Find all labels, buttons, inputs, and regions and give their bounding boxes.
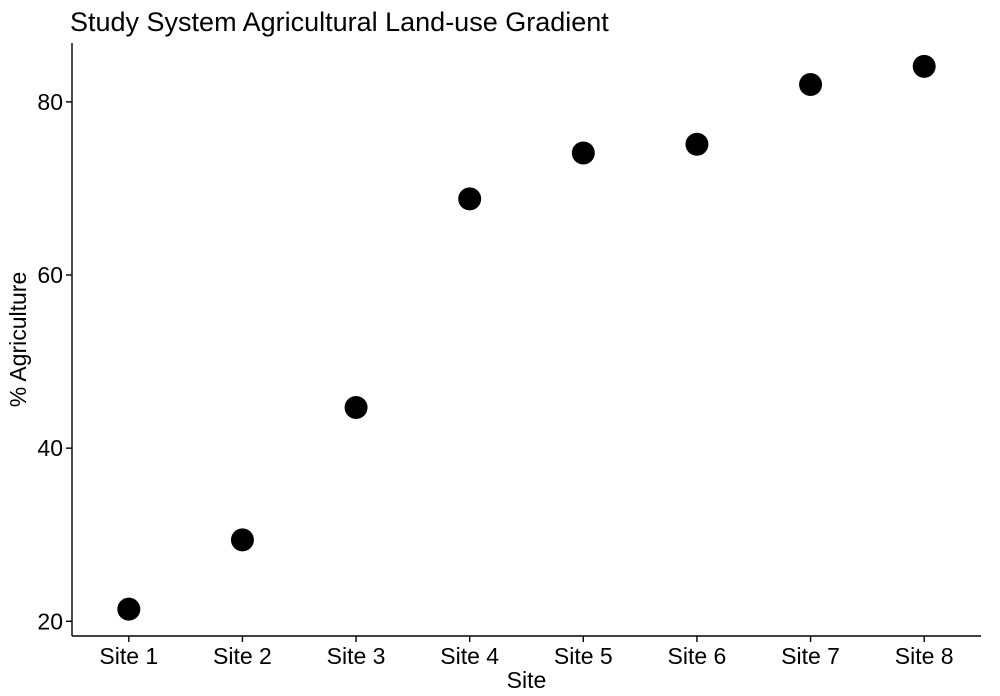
y-axis-title: % Agriculture	[5, 272, 31, 408]
x-axis-ticks: Site 1 Site 2 Site 3 Site 4 Site 5 Site 6 Site…	[99, 636, 954, 669]
data-point	[799, 73, 823, 97]
x-tick-label: Site 1	[99, 643, 158, 669]
data-point	[230, 528, 254, 552]
data-point	[458, 187, 482, 211]
x-tick-label: Site 8	[895, 643, 954, 669]
data-point	[912, 54, 936, 78]
y-tick-label: 60	[37, 262, 63, 288]
x-tick-label: Site 7	[781, 643, 840, 669]
data-point	[117, 597, 141, 621]
data-points	[117, 54, 936, 621]
data-point	[344, 395, 368, 419]
y-tick-label: 20	[37, 608, 63, 634]
x-tick-label: Site 4	[440, 643, 499, 669]
chart-title: Study System Agricultural Land-use Gradi…	[70, 7, 609, 37]
y-axis-ticks: 20 40 60 80	[37, 89, 72, 634]
x-tick-label: Site 6	[668, 643, 727, 669]
y-tick-label: 80	[37, 89, 63, 115]
y-tick-label: 40	[37, 435, 63, 461]
x-tick-label: Site 3	[327, 643, 386, 669]
x-axis-title: Site	[507, 667, 547, 693]
x-tick-label: Site 2	[213, 643, 272, 669]
data-point	[571, 141, 595, 165]
data-point	[685, 132, 709, 156]
x-tick-label: Site 5	[554, 643, 613, 669]
